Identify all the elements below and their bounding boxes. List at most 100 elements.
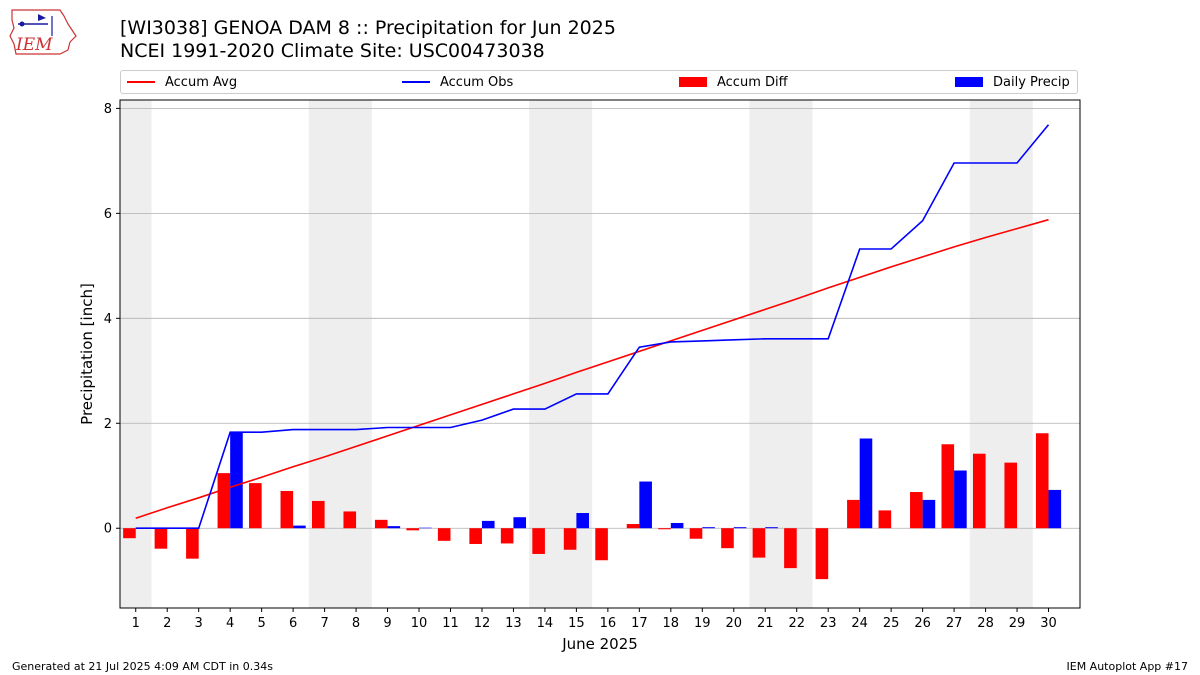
x-tick-label-20: 20 — [725, 616, 742, 631]
bar-accum-diff-day-9 — [374, 519, 388, 529]
bar-accum-diff-day-12 — [469, 528, 482, 544]
x-tick-label-5: 5 — [257, 616, 265, 631]
y-axis-label: Precipitation [inch] — [78, 283, 96, 425]
x-tick-label-25: 25 — [883, 616, 900, 631]
plot-area — [120, 100, 1080, 608]
x-tick-label-7: 7 — [320, 616, 328, 631]
bar-daily-precip-day-27 — [954, 470, 967, 529]
iem-logo: IEM — [9, 9, 77, 55]
bar-daily-precip-day-18 — [670, 522, 684, 529]
bar-accum-diff-day-23 — [815, 528, 829, 580]
bar-daily-precip-day-20 — [733, 527, 747, 529]
weekend-band-4 — [749, 100, 813, 608]
x-tick-label-8: 8 — [352, 616, 360, 631]
bar-accum-diff-day-22 — [784, 528, 797, 569]
chart-subtitle: NCEI 1991-2020 Climate Site: USC00473038 — [120, 40, 545, 62]
bar-accum-diff-day-6 — [280, 490, 294, 529]
plot-frame — [119, 99, 1081, 609]
x-tick-label-21: 21 — [757, 616, 774, 631]
bar-accum-diff-day-28 — [972, 453, 986, 529]
chart-title: [WI3038] GENOA DAM 8 :: Precipitation fo… — [120, 17, 616, 39]
bar-accum-diff-day-13 — [500, 528, 514, 544]
bar-daily-precip-day-30 — [1048, 489, 1062, 529]
x-tick-label-26: 26 — [914, 616, 931, 631]
legend-label-accum-avg: Accum Avg — [165, 74, 238, 90]
x-tick-label-19: 19 — [694, 616, 711, 631]
x-tick-label-29: 29 — [1009, 616, 1026, 631]
bar-accum-diff-day-5 — [249, 483, 262, 529]
x-tick-label-15: 15 — [568, 616, 585, 631]
legend-label-accum-obs: Accum Obs — [440, 74, 514, 90]
bar-daily-precip-day-10 — [419, 527, 432, 529]
x-tick-label-28: 28 — [977, 616, 994, 631]
x-tick-label-30: 30 — [1040, 616, 1057, 631]
bar-accum-diff-day-7 — [312, 500, 325, 529]
y-tick-label-8: 8 — [104, 102, 112, 117]
bar-accum-diff-day-4 — [217, 473, 231, 529]
weekend-band-1 — [120, 100, 152, 608]
y-tick-label-0: 0 — [104, 522, 112, 537]
bar-daily-precip-day-4 — [230, 432, 243, 529]
bar-accum-diff-day-25 — [878, 510, 892, 529]
bar-accum-diff-day-16 — [595, 528, 608, 561]
x-tick-label-18: 18 — [663, 616, 680, 631]
bar-daily-precip-day-17 — [639, 481, 652, 529]
bar-daily-precip-day-19 — [702, 527, 715, 529]
footer-generated: Generated at 21 Jul 2025 4:09 AM CDT in … — [12, 660, 273, 673]
bar-accum-diff-day-26 — [910, 492, 923, 529]
x-tick-label-11: 11 — [442, 616, 459, 631]
bar-daily-precip-day-26 — [922, 499, 936, 529]
x-axis-label: June 2025 — [561, 635, 638, 653]
legend-item-accum-avg: Accum Avg — [127, 71, 237, 93]
bar-daily-precip-day-21 — [765, 527, 778, 529]
bar-accum-diff-day-27 — [941, 444, 955, 529]
legend-item-accum-obs: Accum Obs — [402, 71, 513, 93]
bar-accum-diff-day-15 — [563, 528, 577, 550]
x-tick-label-24: 24 — [851, 616, 868, 631]
legend-swatch-accum-avg — [127, 81, 155, 83]
bar-accum-diff-day-3 — [186, 528, 199, 559]
x-tick-label-3: 3 — [195, 616, 203, 631]
bar-accum-diff-day-20 — [721, 528, 734, 549]
legend-label-daily-precip: Daily Precip — [993, 74, 1070, 90]
y-tick-label-4: 4 — [104, 312, 112, 327]
x-tick-label-13: 13 — [505, 616, 522, 631]
weekend-band-2 — [308, 100, 372, 608]
bar-accum-diff-day-17 — [626, 524, 640, 529]
bar-daily-precip-day-9 — [387, 526, 401, 529]
bar-daily-precip-day-24 — [859, 438, 873, 529]
bar-accum-diff-day-21 — [752, 528, 766, 558]
legend-swatch-accum-obs — [402, 81, 430, 83]
weekend-band-5 — [969, 100, 1033, 608]
bar-accum-diff-day-30 — [1035, 433, 1049, 529]
y-tick-label-2: 2 — [104, 417, 112, 432]
bar-accum-diff-day-8 — [343, 511, 357, 529]
chart-legend: Accum Avg Accum Obs Accum Diff Daily Pre… — [120, 70, 1078, 94]
bar-accum-diff-day-29 — [1004, 462, 1018, 529]
bar-daily-precip-day-13 — [513, 517, 527, 529]
bar-daily-precip-day-15 — [576, 513, 589, 529]
x-tick-label-23: 23 — [820, 616, 837, 631]
x-tick-label-17: 17 — [631, 616, 648, 631]
x-tick-label-16: 16 — [600, 616, 617, 631]
bar-accum-diff-day-24 — [847, 499, 860, 529]
legend-swatch-accum-diff — [679, 77, 707, 87]
legend-item-daily-precip: Daily Precip — [955, 71, 1070, 93]
x-tick-label-9: 9 — [383, 616, 391, 631]
legend-swatch-daily-precip — [955, 77, 983, 87]
bar-accum-diff-day-10 — [406, 528, 420, 531]
footer-app: IEM Autoplot App #17 — [1066, 660, 1189, 673]
legend-item-accum-diff: Accum Diff — [679, 71, 788, 93]
x-tick-label-27: 27 — [946, 616, 963, 631]
bar-accum-diff-day-2 — [154, 528, 168, 549]
x-tick-label-12: 12 — [474, 616, 491, 631]
line-accum-obs — [135, 124, 1050, 530]
legend-label-accum-diff: Accum Diff — [717, 74, 788, 90]
x-tick-label-2: 2 — [163, 616, 171, 631]
bar-daily-precip-day-6 — [293, 525, 306, 529]
bar-accum-diff-day-11 — [437, 528, 451, 541]
bar-accum-diff-day-18 — [658, 528, 671, 530]
x-tick-label-14: 14 — [537, 616, 554, 631]
bar-accum-diff-day-14 — [532, 528, 545, 554]
